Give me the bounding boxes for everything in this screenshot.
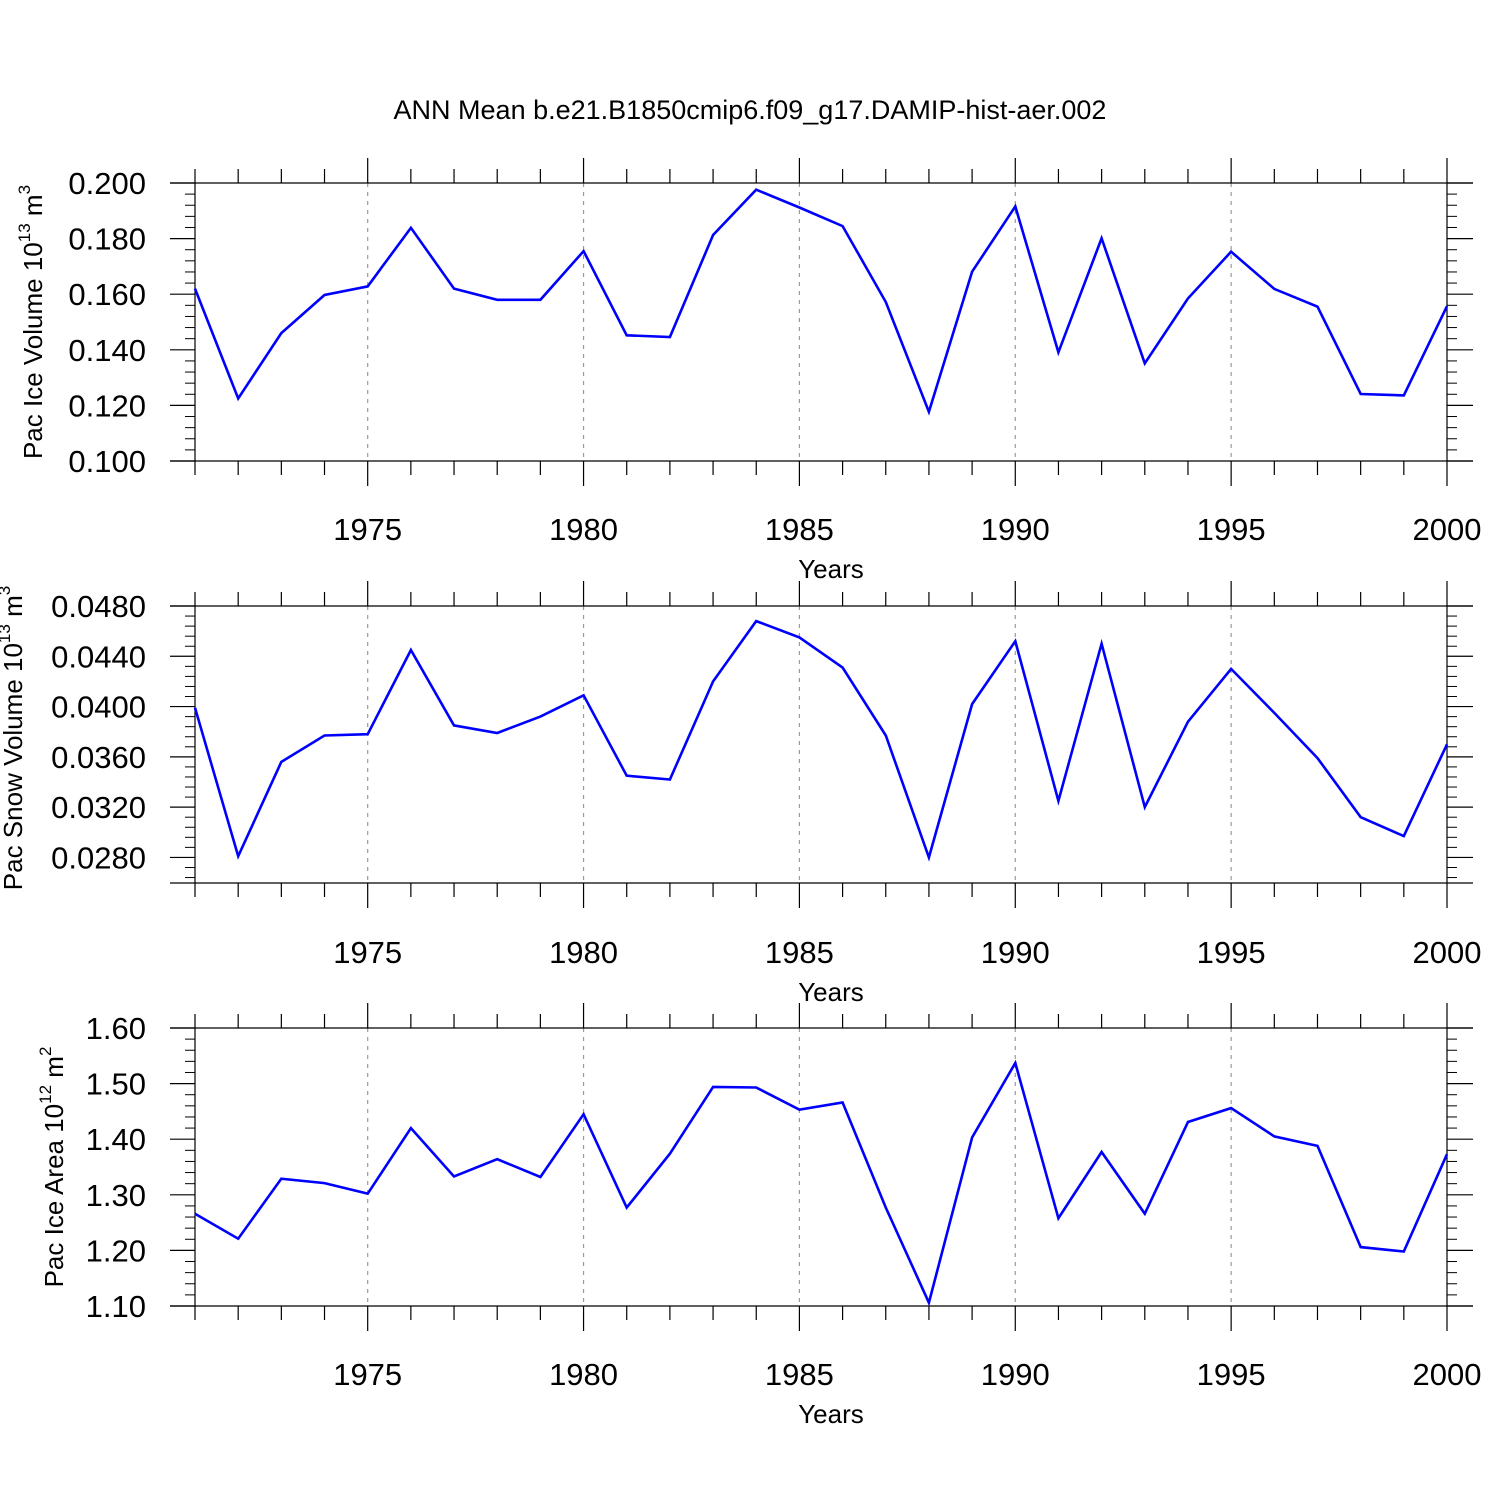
x-axis-title: Years — [798, 1399, 864, 1429]
panel-1: 1975 1980 1985 1990 1995 2000 Years 0.100 0.120 0… — [15, 158, 1481, 584]
x-tick-label: 1975 — [333, 935, 402, 970]
x-tick-label: 1990 — [981, 1357, 1050, 1392]
y-tick-label: 0.0360 — [51, 740, 146, 775]
panel-3: 1975 1980 1985 1990 1995 2000 Years 1.10 1.20 1.3… — [36, 1003, 1481, 1429]
y-tick-label: 0.160 — [68, 277, 146, 312]
y-axis-title-unit: m — [39, 1056, 69, 1085]
y-tick-label: 1.30 — [86, 1178, 146, 1213]
y-axis-title: Pac Ice Volume 1013 m3 — [15, 185, 48, 459]
x-tick-label: 2000 — [1413, 935, 1482, 970]
y-tick-label: 0.200 — [68, 166, 146, 201]
y-axis-title-text: Pac Snow Volume 10 — [0, 643, 28, 890]
x-tick-label: 2000 — [1413, 512, 1482, 547]
y-tick-label: 1.20 — [86, 1233, 146, 1268]
y-axis-title-exponent: 13 — [15, 223, 34, 242]
y-tick-label: 1.40 — [86, 1122, 146, 1157]
y-tick-label: 0.140 — [68, 333, 146, 368]
x-tick-label: 2000 — [1413, 1357, 1482, 1392]
y-axis-title-unit: m — [18, 194, 48, 223]
y-tick-label: 0.100 — [68, 444, 146, 479]
y-tick-label: 0.120 — [68, 388, 146, 423]
x-tick-label: 1985 — [765, 935, 834, 970]
x-tick-label: 1980 — [549, 1357, 618, 1392]
series-line — [193, 619, 1449, 862]
x-tick-label: 1985 — [765, 512, 834, 547]
y-tick-label: 1.60 — [86, 1011, 146, 1046]
y-tick-label: 1.10 — [86, 1289, 146, 1324]
x-axis-title: Years — [798, 977, 864, 1007]
x-axis-title: Years — [798, 554, 864, 584]
y-tick-label: 0.0280 — [51, 840, 146, 875]
y-tick-label: 0.0320 — [51, 790, 146, 825]
x-tick-label: 1990 — [981, 512, 1050, 547]
x-tick-label: 1995 — [1197, 1357, 1266, 1392]
y-axis-title-unit-exponent: 3 — [15, 185, 34, 194]
y-axis-title-exponent: 12 — [36, 1085, 55, 1104]
y-tick-label: 0.0440 — [51, 639, 146, 674]
y-axis-title-unit-exponent: 3 — [0, 586, 14, 595]
x-tick-label: 1990 — [981, 935, 1050, 970]
figure-title: ANN Mean b.e21.B1850cmip6.f09_g17.DAMIP-… — [394, 95, 1107, 125]
x-tick-label: 1980 — [549, 935, 618, 970]
y-axis-title: Pac Snow Volume 1013 m3 — [0, 586, 28, 890]
series-line — [193, 188, 1449, 416]
series-line — [194, 1059, 1449, 1307]
y-axis-title-exponent: 13 — [0, 624, 14, 643]
x-tick-label: 1995 — [1197, 935, 1266, 970]
x-tick-label: 1975 — [333, 1357, 402, 1392]
y-tick-label: 1.50 — [86, 1067, 146, 1102]
y-axis-title-text: Pac Ice Area 10 — [39, 1104, 69, 1288]
panels: 1975 1980 1985 1990 1995 2000 Years 0.100 0.120 0… — [0, 158, 1481, 1429]
y-axis-title-unit-exponent: 2 — [36, 1047, 55, 1056]
y-axis-title: Pac Ice Area 1012 m2 — [36, 1047, 69, 1288]
x-tick-label: 1980 — [549, 512, 618, 547]
x-tick-label: 1985 — [765, 1357, 834, 1392]
x-tick-label: 1995 — [1197, 512, 1266, 547]
y-axis-title-text: Pac Ice Volume 10 — [18, 242, 48, 459]
y-tick-label: 0.0400 — [51, 690, 146, 725]
y-tick-label: 0.180 — [68, 222, 146, 257]
panel-2: 1975 1980 1985 1990 1995 2000 Years 0.0280 0.032… — [0, 581, 1481, 1007]
y-axis-title-unit: m — [0, 595, 28, 624]
y-tick-label: 0.0480 — [51, 589, 146, 624]
x-tick-label: 1975 — [333, 512, 402, 547]
